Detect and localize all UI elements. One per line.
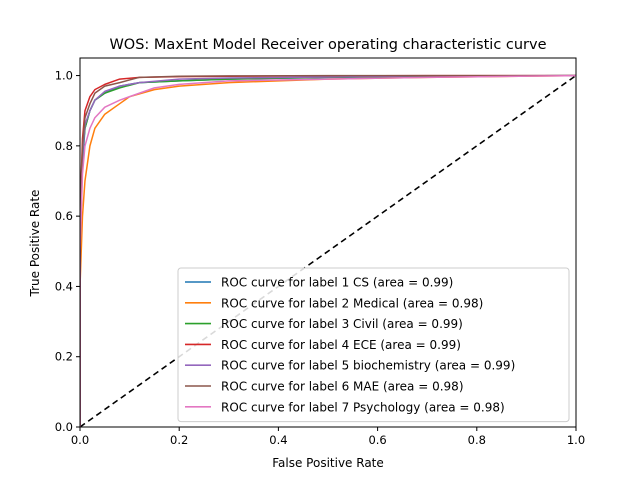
legend-label-7: ROC curve for label 7 Psychology (area =… bbox=[221, 400, 505, 414]
legend-label-6: ROC curve for label 6 MAE (area = 0.98) bbox=[221, 380, 464, 394]
x-tick-label: 0.2 bbox=[170, 433, 188, 447]
x-tick-label: 0.0 bbox=[71, 433, 89, 447]
series-line-6 bbox=[80, 74, 576, 427]
y-tick-label: 0.8 bbox=[55, 139, 73, 153]
series-lines bbox=[80, 74, 576, 427]
x-tick-label: 0.8 bbox=[468, 433, 486, 447]
y-tick-label: 0.6 bbox=[55, 209, 73, 223]
legend-label-5: ROC curve for label 5 biochemistry (area… bbox=[221, 359, 515, 373]
x-tick-label: 0.4 bbox=[269, 433, 287, 447]
legend: ROC curve for label 1 CS (area = 0.99) RO… bbox=[177, 267, 570, 423]
diagonal-reference-line bbox=[80, 74, 576, 427]
x-tick-label: 1.0 bbox=[567, 433, 585, 447]
y-tick-label: 0.0 bbox=[55, 420, 73, 434]
series-line-7 bbox=[80, 74, 576, 427]
legend-label-1: ROC curve for label 1 CS (area = 0.99) bbox=[221, 276, 453, 290]
x-tick-label: 0.6 bbox=[368, 433, 386, 447]
y-tick-label: 0.4 bbox=[55, 279, 73, 293]
legend-label-2: ROC curve for label 2 Medical (area = 0.… bbox=[221, 296, 483, 310]
x-axis-label: False Positive Rate bbox=[272, 456, 384, 470]
legend-label-4: ROC curve for label 4 ECE (area = 0.99) bbox=[221, 338, 461, 352]
legend-box bbox=[177, 267, 570, 423]
y-tick-label: 0.2 bbox=[55, 350, 73, 364]
y-tick-label: 1.0 bbox=[55, 69, 73, 83]
chart-title: WOS: MaxEnt Model Receiver operating cha… bbox=[109, 37, 546, 53]
axes-frame bbox=[79, 57, 577, 428]
legend-label-3: ROC curve for label 3 Civil (area = 0.99… bbox=[221, 317, 463, 331]
y-axis-label: True Positive Rate bbox=[28, 190, 42, 298]
axes: 0.0 0.2 0.4 0.6 0.8 1.0 0.0 0.2 0.4 0.6 0.8 1.0 bbox=[55, 57, 585, 447]
